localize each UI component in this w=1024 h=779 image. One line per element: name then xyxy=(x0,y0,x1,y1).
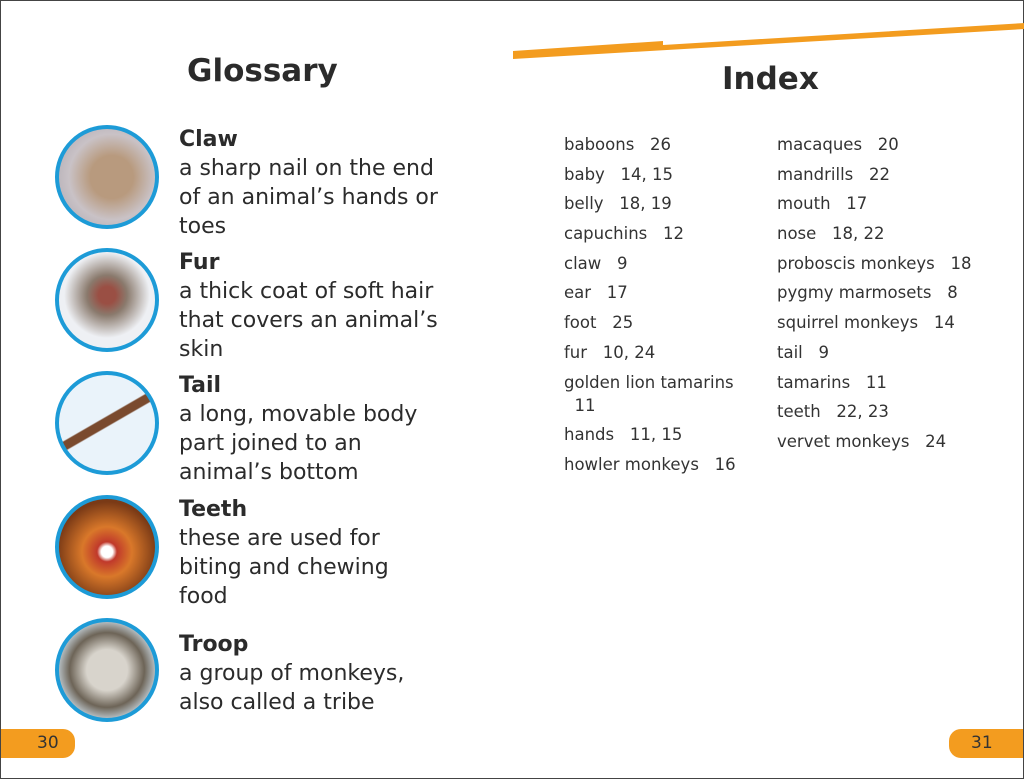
glossary-term: Tail xyxy=(179,373,222,398)
index-entry: hands 11, 15 xyxy=(564,425,683,445)
index-entry: howler monkeys 16 xyxy=(564,454,736,474)
glossary-definition: these are used for biting and chewing fo… xyxy=(179,526,389,609)
glossary-definition: a sharp nail on the end of an animal’s h… xyxy=(179,156,438,239)
glossary-definition: a thick coat of soft hair that covers an… xyxy=(179,279,438,362)
index-entry: golden lion tamarins 11 xyxy=(564,372,734,415)
index-entry: proboscis monkeys 18 xyxy=(777,253,972,273)
orange-stripe xyxy=(513,23,1024,59)
glossary-entry: Troop a group of monkeys, also called a t… xyxy=(179,630,479,717)
golden-monkey-teeth-photo-circle xyxy=(55,495,159,599)
monkey-on-branch-photo-circle xyxy=(55,371,159,475)
index-entry: mouth 17 xyxy=(777,194,868,214)
index-entry: ear 17 xyxy=(564,283,628,303)
index-entry: mandrills 22 xyxy=(777,164,890,184)
glossary-title: Glossary xyxy=(187,53,338,89)
glossary-entry: Tail a long, movable body part joined to … xyxy=(179,371,479,487)
index-entry: foot 25 xyxy=(564,313,634,333)
index-entry: teeth 22, 23 xyxy=(777,402,889,422)
index-title: Index xyxy=(722,61,819,97)
glossary-term: Troop xyxy=(179,632,249,657)
glossary-entry: Claw a sharp nail on the end of an animal… xyxy=(179,125,479,241)
index-column-1: baboons 26 baby 14, 15 belly 18, 19 capuchi… xyxy=(564,133,764,483)
glossary-definition: a group of monkeys, also called a tribe xyxy=(179,661,405,715)
monkey-troop-photo-circle xyxy=(55,618,159,722)
index-entry: baby 14, 15 xyxy=(564,164,674,184)
glossary-term: Claw xyxy=(179,127,238,152)
index-entry: baboons 26 xyxy=(564,135,672,154)
index-entry: squirrel monkeys 14 xyxy=(777,313,955,333)
index-entry: vervet monkeys 24 xyxy=(777,431,947,451)
index-entry: belly 18, 19 xyxy=(564,194,672,214)
glossary-definition: a long, movable body part joined to an a… xyxy=(179,402,418,485)
snow-monkey-photo-circle xyxy=(55,248,159,352)
index-entry: claw 9 xyxy=(564,253,628,273)
glossary-entry: Fur a thick coat of soft hair that covers… xyxy=(179,248,479,364)
index-entry: capuchins 12 xyxy=(564,224,685,244)
index-entry: tamarins 11 xyxy=(777,372,887,392)
index-column-2: macaques 20 mandrills 22 mouth 17 nose 18, … xyxy=(777,133,977,460)
page-number-left: 30 xyxy=(1,729,75,758)
glossary-entry: Teeth these are used for biting and chewi… xyxy=(179,495,479,611)
index-entry: nose 18, 22 xyxy=(777,224,885,244)
index-entry: tail 9 xyxy=(777,342,829,362)
index-entry: pygmy marmosets 8 xyxy=(777,283,958,303)
monkey-claw-photo-circle xyxy=(55,125,159,229)
index-entry: fur 10, 24 xyxy=(564,342,656,362)
glossary-term: Fur xyxy=(179,250,220,275)
glossary-term: Teeth xyxy=(179,497,248,522)
page-number-right: 31 xyxy=(949,729,1023,758)
index-entry: macaques 20 xyxy=(777,135,899,154)
